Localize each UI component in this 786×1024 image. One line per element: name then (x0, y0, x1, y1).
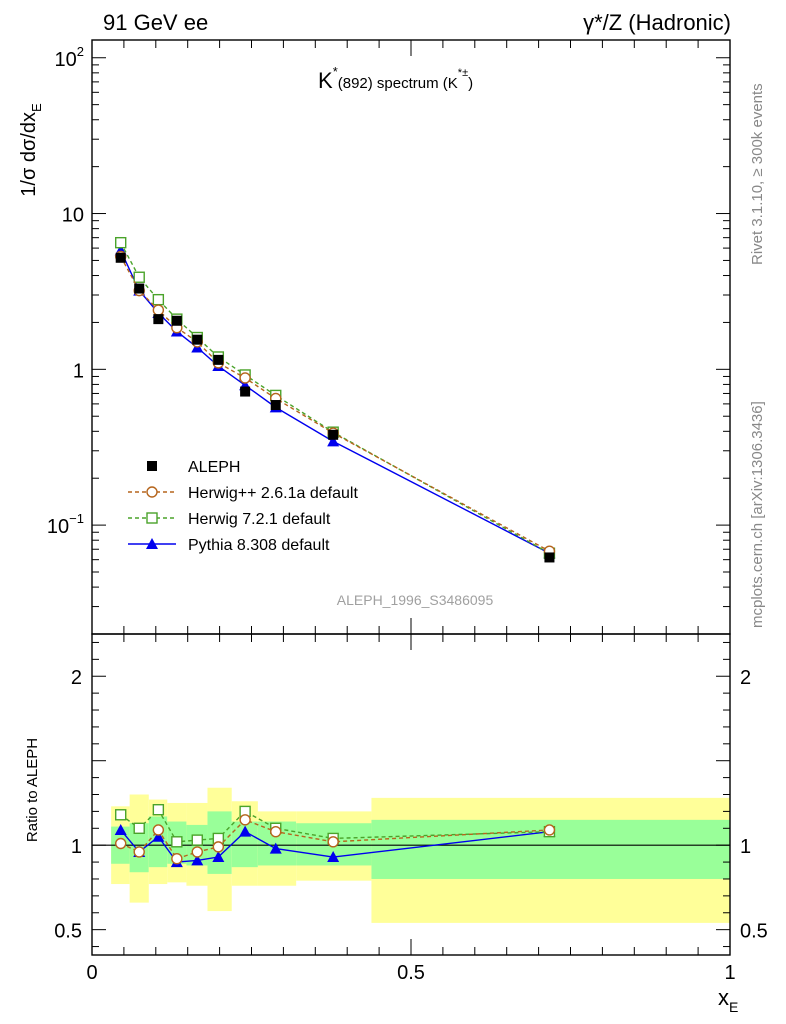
xtick-label-2: 1 (724, 962, 735, 984)
plot-title-sup2: *± (458, 67, 468, 79)
legend-marker-herwig-7-2-1-default (146, 512, 158, 524)
ratio-herwig-2-6-1a-default-point-0 (115, 837, 127, 850)
plot-title-main: K (318, 68, 333, 93)
main-aleph-point-5 (213, 354, 224, 365)
main-herwig-2-6-1a-default-line (120, 256, 550, 552)
main-pythia-8-308-default-point-8 (327, 435, 340, 447)
ratio-ylabel: Ratio to ALEPH (24, 738, 41, 842)
legend-marker-aleph (147, 461, 157, 471)
ratio-herwig-2-6-1a-default-line (120, 819, 550, 860)
main-aleph-point-1 (134, 283, 145, 294)
plot-title-end: ) (468, 75, 473, 92)
ratio-pythia-8-308-default-point-5 (212, 851, 225, 863)
main-ytick-label-3: 10−1 (47, 511, 84, 538)
main-herwig-7-2-1-default-line (120, 242, 550, 554)
main-aleph-point-9 (544, 552, 555, 563)
legend-marker-herwig-2-6-1a-default (146, 486, 158, 498)
ratio-herwig-2-6-1a-default-point-9 (543, 824, 556, 836)
plot-title-sub: (892) spectrum (K (338, 75, 458, 92)
ratio-herwig-2-6-1a-default-point-3 (171, 853, 183, 865)
energy-label: 91 GeV ee (103, 10, 208, 35)
legend-label-aleph: ALEPH (188, 459, 240, 476)
main-aleph-series (115, 252, 555, 563)
ratio-ytick-label-left-0: 0.5 (54, 921, 82, 943)
xtick-label-0: 0 (86, 962, 97, 984)
ratio-herwig-2-6-1a-default-point-7 (270, 825, 282, 838)
main-herwig-7-2-1-default-point-0 (115, 236, 127, 249)
ratio-uncertainty-bands (111, 787, 730, 923)
legend-marker-pythia-8-308-default (146, 538, 158, 549)
mcplots-reference-label: mcplots.cern.ch [arXiv:1306.3436] (749, 401, 766, 628)
legend-label-pythia-8-308-default: Pythia 8.308 default (188, 537, 330, 554)
ratio-pythia-8-308-default-point-2 (152, 830, 165, 842)
main-aleph-point-2 (153, 314, 164, 325)
main-plot-series (114, 236, 556, 563)
ratio-herwig-2-6-1a-default-point-4 (191, 846, 203, 858)
ratio-herwig-7-2-1-default-point-2 (152, 804, 165, 816)
ratio-pythia-8-308-default-point-8 (327, 851, 340, 863)
main-herwig-7-2-1-default-series (115, 236, 556, 559)
ratio-herwig-7-2-1-default-point-3 (171, 836, 183, 848)
ratio-plot-series (114, 804, 556, 868)
ratio-herwig-7-2-1-default-point-4 (191, 834, 203, 846)
xtick-label-1: 0.5 (397, 962, 425, 984)
main-aleph-point-7 (270, 400, 281, 411)
main-herwig-7-2-1-default-point-2 (152, 293, 165, 306)
ratio-herwig-2-6-1a-default-point-1 (133, 846, 145, 858)
legend-label-herwig-2-6-1a-default: Herwig++ 2.6.1a default (188, 485, 358, 502)
main-pythia-8-308-default-line (120, 250, 550, 554)
main-herwig-2-6-1a-default-series (115, 250, 556, 557)
ratio-herwig-2-6-1a-default-series (115, 814, 556, 865)
main-ytick-label-2: 1 (73, 360, 84, 382)
ratio-herwig-2-6-1a-default-point-6 (239, 814, 251, 826)
main-herwig-2-6-1a-default-point-2 (152, 304, 165, 316)
main-herwig-7-2-1-default-point-1 (133, 271, 145, 283)
analysis-label: ALEPH_1996_S3486095 (337, 592, 494, 608)
legend-label-herwig-7-2-1-default: Herwig 7.2.1 default (188, 511, 331, 528)
main-ylabel-sub: E (29, 103, 44, 112)
main-aleph-point-8 (328, 429, 339, 440)
ratio-ytick-label-left-1: 1 (71, 836, 82, 858)
xlabel-sub: E (729, 999, 738, 1015)
main-aleph-point-4 (192, 334, 203, 345)
ratio-herwig-7-2-1-default-point-0 (115, 809, 127, 821)
ratio-herwig-2-6-1a-default-point-8 (327, 836, 339, 848)
main-ytick-label-1: 10 (62, 205, 84, 227)
ratio-herwig-2-6-1a-default-point-2 (152, 824, 165, 836)
main-herwig-2-6-1a-default-point-6 (239, 372, 251, 384)
main-ytick-label-0: 102 (55, 44, 84, 71)
plot-title-sup: * (333, 64, 338, 79)
ratio-ytick-label-right-1: 1 (740, 836, 751, 858)
process-label: γ*/Z (Hadronic) (583, 10, 731, 35)
xlabel: xE (718, 985, 738, 1015)
rivet-version-label: Rivet 3.1.10, ≥ 300k events (749, 83, 766, 265)
plot-title: K*(892) spectrum (K*±) (318, 64, 473, 93)
ratio-pythia-8-308-default-point-6 (239, 825, 252, 837)
ratio-ytick-label-right-2: 2 (740, 667, 751, 689)
main-aleph-point-3 (171, 315, 182, 326)
ratio-ytick-label-left-2: 2 (71, 667, 82, 689)
ratio-pythia-8-308-default-point-4 (191, 854, 204, 866)
ratio-pythia-8-308-default-point-7 (269, 842, 282, 854)
ratio-herwig-7-2-1-default-point-1 (133, 822, 145, 834)
ratio-ytick-label-right-0: 0.5 (740, 921, 768, 943)
main-ylabel-text: 1/σ dσ/dx (18, 112, 40, 197)
legend: ALEPH Herwig++ 2.6.1a default Herwig 7.2.1… (128, 459, 358, 554)
main-ylabel: 1/σ dσ/dxE (18, 103, 44, 197)
ratio-pythia-8-308-default-line (120, 829, 550, 863)
ratio-pythia-8-308-default-point-0 (114, 823, 127, 835)
xlabel-text: x (718, 985, 729, 1010)
ratio-herwig-7-2-1-default-line (120, 808, 550, 843)
ratio-herwig-2-6-1a-default-point-5 (212, 841, 225, 853)
main-aleph-point-0 (115, 252, 126, 263)
main-aleph-point-6 (240, 386, 251, 397)
main-pythia-8-308-default-series (114, 244, 556, 559)
